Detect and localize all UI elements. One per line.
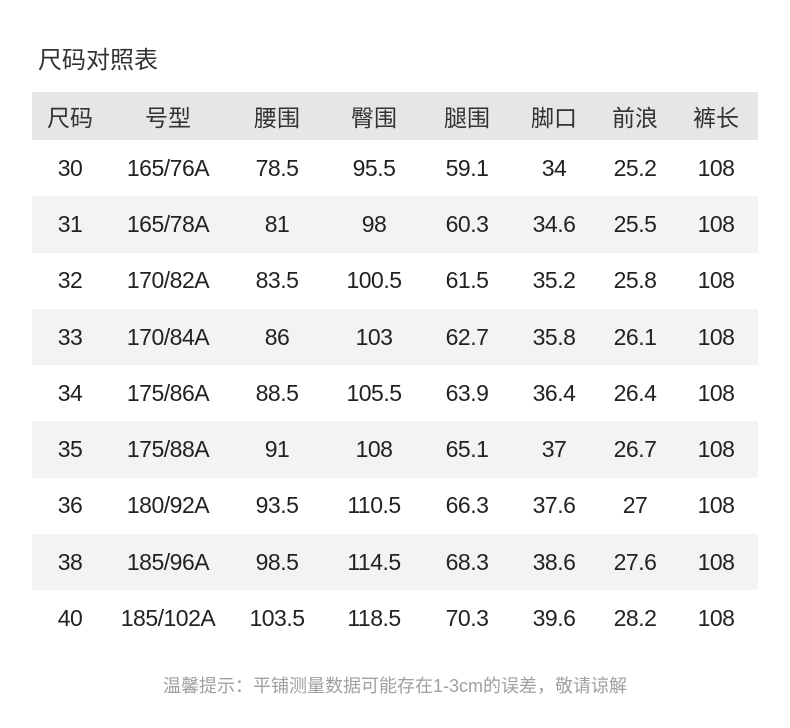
table-cell: 103 [326,308,422,366]
table-row: 35 175/88A 91 108 65.1 37 26.7 108 [32,421,758,478]
column-header: 号型 [108,92,228,140]
table-cell: 108 [326,421,422,478]
table-cell: 31 [32,196,108,253]
page-title: 尺码对照表 [38,47,158,74]
table-cell: 28.2 [613,605,657,632]
table-cell: 26.7 [596,421,674,478]
table-row: 38 185/96A 98.5 114.5 68.3 38.6 27.6 108 [32,534,758,591]
table-cell: 25.8 [613,267,657,294]
table-cell: 27 [622,492,648,519]
table-cell: 32 [57,267,83,294]
table-cell: 60.3 [422,196,512,253]
column-header: 腰围 [228,92,326,140]
table-cell: 98.5 [228,534,326,591]
table-cell: 175/86A [126,379,210,406]
table-cell: 108 [697,154,735,181]
table-cell: 98 [326,196,422,253]
table-cell: 39.6 [532,605,576,632]
table-cell: 108 [674,308,758,366]
table-cell: 38.6 [512,534,596,591]
column-header: 前浪 [596,92,674,140]
table-cell: 86 [228,308,326,366]
table-cell: 66.3 [445,492,489,519]
table-cell: 108 [674,196,758,253]
table-cell: 25.2 [613,154,657,181]
table-cell: 105.5 [346,379,402,406]
table-cell: 175/88A [108,421,228,478]
table-cell: 108 [697,379,735,406]
table-cell: 62.7 [422,308,512,366]
size-chart-table: 尺码 号型 腰围 臀围 腿围 脚口 前浪 裤长 30 165/76A 78.5 95.5 59.1 34… [32,92,758,647]
table-cell: 180/92A [126,492,210,519]
table-cell: 185/96A [108,534,228,591]
table-cell: 34 [57,379,83,406]
table-cell: 100.5 [346,267,402,294]
table-row: 40 185/102A 103.5 118.5 70.3 39.6 28.2 108 [32,590,758,646]
table-row: 30 165/76A 78.5 95.5 59.1 34 25.2 108 [32,140,758,196]
table-cell: 185/102A [120,605,216,632]
column-header: 尺码 [32,92,108,140]
column-header: 裤长 [674,92,758,140]
table-cell: 108 [697,492,735,519]
column-header: 腿围 [422,92,512,140]
table-cell: 37 [512,421,596,478]
table-row: 33 170/84A 86 103 62.7 35.8 26.1 108 [32,308,758,366]
column-header: 脚口 [512,92,596,140]
table-cell: 108 [674,534,758,591]
table-row: 36 180/92A 93.5 110.5 66.3 37.6 27 108 [32,478,758,534]
table-cell: 83.5 [255,267,299,294]
table-cell: 78.5 [255,154,299,181]
table-cell: 170/84A [108,308,228,366]
table-row: 31 165/78A 81 98 60.3 34.6 25.5 108 [32,196,758,253]
table-cell: 165/78A [108,196,228,253]
table-row: 34 175/86A 88.5 105.5 63.9 36.4 26.4 108 [32,365,758,421]
table-cell: 33 [32,308,108,366]
table-cell: 95.5 [352,154,396,181]
table-cell: 65.1 [422,421,512,478]
table-cell: 114.5 [326,534,422,591]
table-cell: 27.6 [596,534,674,591]
table-cell: 59.1 [445,154,489,181]
table-cell: 34 [541,154,567,181]
table-cell: 38 [32,534,108,591]
table-cell: 35.2 [532,267,576,294]
table-cell: 30 [57,154,83,181]
table-cell: 63.9 [445,379,489,406]
table-cell: 81 [228,196,326,253]
table-cell: 165/76A [126,154,210,181]
table-cell: 37.6 [532,492,576,519]
table-cell: 91 [228,421,326,478]
table-cell: 93.5 [255,492,299,519]
table-cell: 110.5 [347,492,401,519]
table-cell: 108 [697,267,735,294]
table-cell: 108 [674,421,758,478]
measurement-note: 温馨提示：平铺测量数据可能存在1-3cm的误差，敬请谅解 [162,676,627,696]
table-cell: 118.5 [347,605,401,632]
header-row: 尺码 号型 腰围 臀围 腿围 脚口 前浪 裤长 [32,92,758,140]
table-cell: 36 [57,492,83,519]
table-cell: 68.3 [422,534,512,591]
table-cell: 36.4 [532,379,576,406]
table-cell: 26.4 [613,379,657,406]
table-cell: 35 [32,421,108,478]
table-cell: 40 [57,605,83,632]
table-cell: 88.5 [255,379,299,406]
table-cell: 34.6 [512,196,596,253]
table-cell: 61.5 [445,267,489,294]
table-cell: 108 [697,605,735,632]
table-cell: 26.1 [596,308,674,366]
table-cell: 103.5 [249,605,305,632]
table-cell: 70.3 [445,605,489,632]
table-cell: 35.8 [512,308,596,366]
table-cell: 170/82A [126,267,210,294]
table-cell: 25.5 [596,196,674,253]
table-row: 32 170/82A 83.5 100.5 61.5 35.2 25.8 108 [32,253,758,309]
column-header: 臀围 [326,92,422,140]
